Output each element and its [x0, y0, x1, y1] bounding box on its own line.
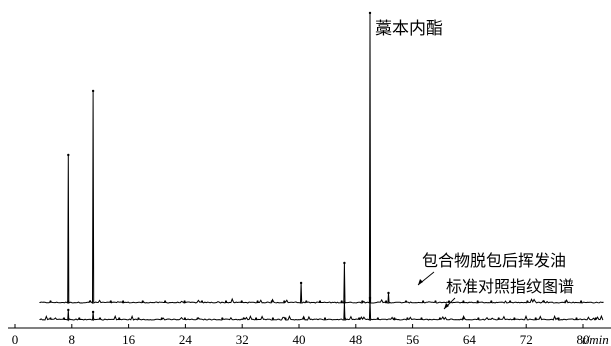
baseline-marker	[271, 317, 274, 320]
x-tick-label: 56	[406, 332, 420, 346]
baseline-marker	[242, 317, 245, 320]
baseline-marker	[221, 317, 224, 320]
x-ticks	[14, 324, 584, 328]
baseline-marker	[305, 300, 308, 303]
baseline-marker	[224, 300, 228, 303]
x-tick-label: 16	[122, 332, 136, 346]
baseline-marker	[343, 317, 346, 320]
baseline-marker	[393, 317, 396, 320]
baseline-marker	[447, 300, 451, 303]
baseline-marker	[200, 300, 204, 303]
baseline-marker	[438, 317, 441, 320]
baseline-marker	[160, 317, 163, 320]
x-tick-label: 8	[69, 332, 76, 346]
peak-point	[67, 308, 70, 312]
baseline-marker	[88, 300, 91, 303]
baseline-marker	[183, 300, 186, 303]
baseline-marker	[476, 300, 479, 303]
baseline-marker	[284, 317, 287, 320]
peak-markers	[49, 11, 597, 320]
x-tick-label: 32	[236, 332, 249, 346]
baseline-marker	[422, 300, 425, 303]
baseline-marker	[141, 300, 144, 303]
baseline-marker	[385, 300, 388, 303]
baseline-marker	[434, 300, 437, 303]
peak-point	[368, 296, 372, 300]
baseline-marker	[404, 300, 408, 303]
peak-label: 藁本内酯	[375, 19, 443, 39]
x-tick-label: 80	[577, 332, 590, 346]
baseline-marker	[358, 317, 361, 320]
baseline-marker	[183, 317, 186, 320]
baseline-marker	[575, 317, 578, 320]
baseline-marker	[49, 317, 52, 320]
peak-point	[299, 281, 303, 285]
baseline-marker	[98, 317, 102, 320]
x-tick-label: 48	[349, 332, 362, 346]
x-tick-label: 0	[12, 332, 19, 346]
baseline-marker	[564, 300, 567, 303]
baseline-marker	[462, 317, 465, 320]
baseline-marker	[270, 300, 273, 303]
peak-point	[91, 310, 95, 314]
baseline-marker	[256, 300, 259, 303]
traces	[39, 12, 604, 322]
baseline-marker	[283, 300, 286, 303]
peak-point	[67, 153, 70, 157]
baseline-marker	[594, 317, 597, 320]
baseline-marker	[534, 317, 537, 320]
baseline-marker	[240, 300, 243, 303]
baseline-marker	[318, 300, 322, 303]
series-line	[39, 12, 604, 304]
peak-point	[343, 300, 346, 304]
baseline-marker	[122, 300, 125, 303]
baseline-marker	[302, 317, 305, 320]
baseline-marker	[78, 317, 81, 320]
baseline-marker	[340, 300, 343, 303]
baseline-marker	[497, 317, 500, 320]
baseline-marker	[361, 300, 364, 303]
baseline-marker	[420, 317, 423, 320]
baseline-marker	[580, 300, 583, 303]
peak-point	[387, 291, 390, 295]
baseline-marker	[164, 300, 167, 303]
series-top-label: 包合物脱包后挥发油	[422, 251, 566, 270]
baseline-marker	[477, 317, 480, 320]
baseline-marker	[109, 300, 112, 303]
baseline-marker	[462, 300, 465, 303]
series-line	[39, 297, 604, 322]
baseline-marker	[118, 317, 121, 320]
baseline-marker	[196, 317, 199, 320]
peak-point	[343, 261, 346, 265]
x-tick-label: 64	[463, 332, 477, 346]
baseline-marker	[255, 317, 258, 320]
baseline-marker	[137, 317, 140, 320]
x-tick-labels: 0 8 16 24 32 40 48 56 64 72 80	[12, 332, 590, 346]
x-axis-label: t/min	[582, 332, 609, 346]
series-bottom-pointer-head	[444, 303, 449, 309]
baseline-marker	[557, 317, 560, 320]
peak-point	[91, 89, 95, 93]
baseline-marker	[376, 317, 379, 320]
baseline-marker	[526, 300, 529, 303]
baseline-marker	[542, 300, 546, 303]
x-tick-label: 40	[293, 332, 306, 346]
series-bottom-label: 标准对照指纹图谱	[446, 277, 574, 296]
x-tick-label: 72	[520, 332, 533, 346]
baseline-marker	[406, 317, 409, 320]
baseline-marker	[62, 317, 66, 320]
peak-point	[368, 11, 372, 15]
baseline-marker	[513, 317, 516, 320]
baseline-marker	[49, 300, 52, 303]
x-tick-label: 24	[179, 332, 193, 346]
series-top-pointer-head	[418, 279, 423, 285]
baseline-marker	[323, 317, 327, 320]
baseline-marker	[490, 300, 493, 303]
baseline-marker	[67, 300, 70, 303]
baseline-marker	[509, 300, 512, 303]
